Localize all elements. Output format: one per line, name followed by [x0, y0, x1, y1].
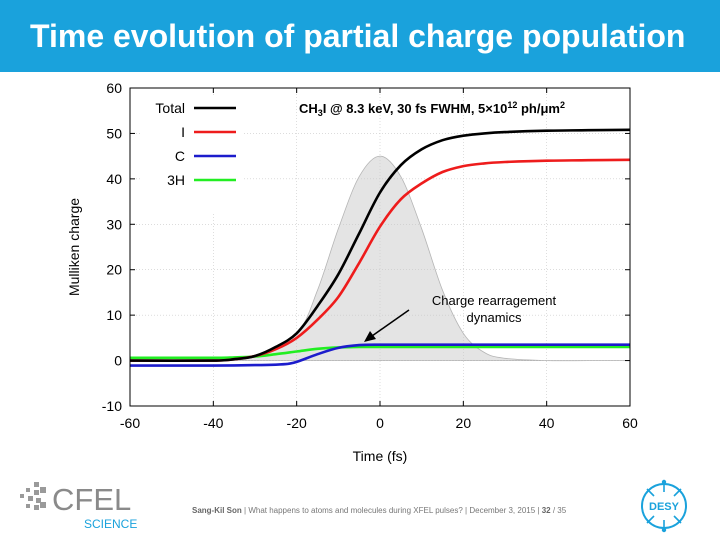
desy-logo: DESY: [641, 479, 687, 533]
chart-title-part-2: I @ 8.3 keV, 30 fs FWHM, 5×10: [323, 101, 508, 116]
cfel-logo: CFEL SCIENCE: [20, 482, 137, 531]
annotation-arrow-shaft: [371, 309, 410, 337]
legend-label-i: I: [181, 124, 185, 140]
chart-title-subscript: 3: [318, 108, 323, 118]
series-line-3h: [130, 345, 630, 360]
x-tick-label: 60: [622, 415, 638, 431]
x-tick-label: 20: [456, 415, 472, 431]
title-bar: Time evolution of partial charge populat…: [0, 0, 720, 72]
annotation-arrow-head: [364, 331, 376, 342]
footer-author: Sang-Kil Son: [192, 506, 242, 515]
annotation-line-1: Charge rearragement: [432, 293, 557, 308]
y-tick-label: 20: [106, 262, 122, 278]
footer-page-current: 32: [541, 506, 551, 515]
chart-title-part-3: ph/μm: [517, 101, 560, 116]
footer-separator-3: |: [535, 506, 542, 515]
x-tick-label: -40: [203, 415, 223, 431]
x-axis-label: Time (fs): [353, 448, 408, 464]
series-line-c: [130, 343, 630, 367]
chart-title: CH3I @ 8.3 keV, 30 fs FWHM, 5×1012 ph/μm…: [299, 100, 565, 118]
x-tick-label: 40: [539, 415, 555, 431]
footer-page-total: 35: [557, 506, 567, 515]
y-axis-label: Mulliken charge: [66, 198, 82, 296]
footer: Sang-Kil Son | What happens to atoms and…: [192, 506, 566, 515]
chart: -60 -40 -20 0 20 40 60 -10 0 10 20 30 40 50 60 Time (f…: [66, 80, 638, 464]
y-tick-label: -10: [102, 398, 122, 414]
slide-title: Time evolution of partial charge populat…: [30, 18, 686, 54]
footer-date: December 3, 2015: [469, 506, 536, 515]
legend-background: [140, 95, 242, 213]
y-tick-label: 0: [114, 353, 122, 369]
legend-label-3h: 3H: [167, 172, 185, 188]
x-tick-label: -20: [287, 415, 307, 431]
footer-separator-1: |: [241, 506, 249, 515]
y-tick-label: 50: [106, 125, 122, 141]
y-tick-label: 10: [106, 307, 122, 323]
y-tick-label: 30: [106, 216, 122, 232]
chart-title-unit-exponent: 2: [560, 100, 565, 110]
annotation-line-2: dynamics: [467, 310, 522, 325]
desy-logo-word: DESY: [649, 501, 680, 513]
chart-title-exponent: 12: [507, 100, 517, 110]
legend-label-total: Total: [155, 100, 185, 116]
series-line-total: [130, 128, 630, 362]
footer-talk-title: What happens to atoms and molecules duri…: [248, 506, 463, 515]
legend-label-c: C: [175, 148, 185, 164]
y-tick-label: 40: [106, 171, 122, 187]
footer-page-slash: /: [550, 506, 558, 515]
legend: Total IC 3H: [140, 95, 242, 213]
y-tick-label: 60: [106, 80, 122, 96]
chart-title-part-1: CH: [299, 101, 318, 116]
cfel-logo-subtitle: SCIENCE: [84, 517, 137, 531]
footer-separator-2: |: [462, 506, 470, 515]
x-tick-label: 0: [376, 415, 384, 431]
annotation: Charge rearragement dynamics: [364, 293, 557, 342]
x-tick-label: -60: [120, 415, 140, 431]
cfel-logo-word: CFEL: [52, 482, 131, 517]
